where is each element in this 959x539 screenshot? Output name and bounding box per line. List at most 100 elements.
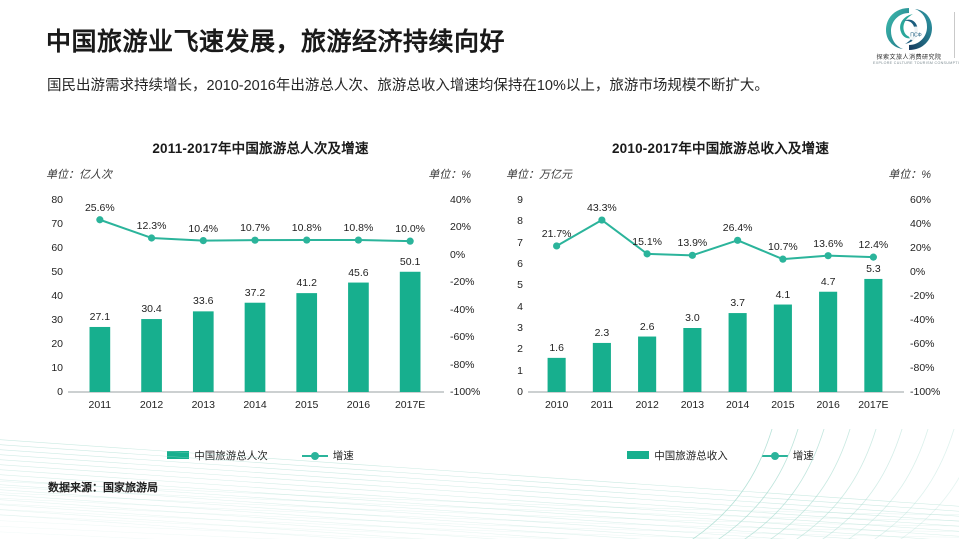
bar-2017E [864, 278, 883, 392]
legend-item-line[interactable]: 增速 [301, 448, 354, 463]
deco-sweep-line [0, 526, 281, 539]
bar-value-label: 3.7 [730, 297, 745, 310]
legend-bar-swatch-icon [167, 451, 190, 459]
bar-2017E [399, 271, 421, 392]
y-axis-left-tick: 80 [51, 194, 63, 206]
y-axis-left-tick: 5 [517, 279, 523, 292]
deco-rising-curve [718, 414, 803, 539]
line-point-2014 [251, 236, 259, 244]
bar-2014 [244, 302, 266, 392]
bar-2011 [89, 326, 111, 392]
y-axis-left-tick: 70 [51, 218, 63, 230]
footer-decoration [0, 414, 959, 539]
line-point-2010 [553, 242, 561, 250]
legend-item-line[interactable]: 增速 [761, 448, 814, 463]
bar-value-label: 45.6 [348, 266, 369, 279]
x-axis-tick: 2011 [88, 399, 112, 411]
bar-2011 [592, 342, 611, 392]
chart-title: 2010-2017年中国旅游总收入及增速 [611, 141, 830, 156]
legend-bar-label: 中国旅游总收入 [654, 449, 728, 462]
x-axis-tick: 2016 [816, 399, 840, 411]
line-point-2016 [354, 236, 363, 244]
deco-sweep-line [0, 509, 765, 539]
x-axis-tick: 2012 [635, 399, 659, 411]
y-axis-left-tick: 7 [517, 236, 523, 249]
growth-line [556, 219, 874, 261]
line-value-label: 26.4% [722, 222, 753, 235]
deco-sweep-line [0, 520, 416, 539]
x-axis-tick: 2013 [680, 399, 705, 411]
y-axis-right-tick: 40% [450, 194, 472, 206]
y-axis-right-tick: 60% [910, 194, 932, 206]
legend-line-label: 增速 [332, 449, 354, 462]
chart-canvas [68, 216, 444, 393]
line-value-label: 10.7% [240, 222, 270, 235]
y-axis-right-tick: 40% [910, 218, 932, 230]
page-title: 中国旅游业飞速发展，旅游经济持续向好 [46, 28, 506, 56]
y-axis-left-tick: 3 [517, 322, 523, 334]
x-axis-tick: 2017E [394, 399, 426, 411]
legend-line-label: 增速 [792, 449, 814, 462]
line-value-label: 12.3% [136, 219, 167, 232]
chart-title: 2011-2017年中国旅游总人次及增速 [152, 141, 369, 156]
bar-2015 [296, 293, 318, 392]
logo-divider [954, 12, 955, 58]
bar-2016 [348, 282, 369, 392]
deco-sweep-line [0, 514, 570, 539]
x-axis-tick: 2017E [858, 399, 889, 411]
line-value-label: 15.1% [632, 235, 663, 248]
deco-rising-curve [796, 414, 881, 539]
y-axis-right-tick: 20% [450, 221, 472, 234]
chart-units: 单位：万亿元 单位：% [498, 166, 943, 186]
line-value-label: 21.7% [541, 227, 572, 240]
legend-item-bar[interactable]: 中国旅游总收入 [627, 448, 728, 463]
x-axis-tick: 2011 [590, 399, 614, 411]
x-axis-tick: 2014 [243, 399, 267, 411]
chart-units: 单位：亿人次 单位：% [38, 166, 483, 186]
bar-2013 [683, 328, 702, 392]
deco-rising-curve [874, 414, 959, 539]
x-axis-tick: 2015 [295, 399, 319, 411]
line-point-2014 [734, 236, 742, 244]
line-point-2012 [147, 234, 156, 242]
line-point-2013 [199, 236, 207, 245]
line-value-label: 10.0% [395, 223, 426, 236]
deco-sweep-line [0, 498, 959, 532]
bar-value-label: 37.2 [244, 286, 266, 299]
x-axis-tick: 2013 [191, 399, 215, 411]
legend-line-swatch-icon [761, 451, 788, 460]
y-axis-left-tick: 40 [51, 290, 63, 302]
plot-area: 9 8 7 6 5 4 3 2 1 0 60% 40% 20% 0% -20% -40% -60% -80% -10… [498, 186, 943, 416]
deco-sweep-line [0, 439, 959, 507]
y-axis-left-tick: 30 [51, 314, 63, 326]
y-axis-left-tick: 60 [51, 242, 63, 254]
y-axis-right-tick: -20% [910, 290, 935, 302]
chart-legend: 中国旅游总收入 增速 [498, 446, 943, 464]
bar-value-label: 50.1 [399, 255, 421, 268]
bar-value-label: 2.3 [594, 326, 610, 339]
deco-rising-curve [900, 476, 959, 539]
bar-2016 [819, 291, 838, 392]
line-value-label: 43.3% [586, 202, 617, 215]
y-axis-left-tick: 0 [57, 386, 63, 398]
bar-2012 [141, 319, 162, 392]
line-value-label: 13.6% [813, 237, 844, 250]
unit-left-label: 单位：万亿元 [506, 169, 572, 181]
deco-rising-curve [848, 414, 933, 539]
source-note: 数据来源：国家旅游局 [48, 482, 158, 494]
line-value-label: 12.4% [858, 239, 889, 252]
line-value-label: 10.4% [188, 222, 219, 235]
bar-value-label: 3.0 [685, 312, 700, 324]
y-axis-left-tick: 20 [51, 338, 63, 350]
y-axis-left-tick: 50 [51, 266, 63, 278]
bar-2014 [728, 313, 747, 392]
x-axis-tick: 2012 [139, 399, 164, 411]
y-axis-left-tick: 4 [517, 300, 523, 313]
x-axis-tick: 2014 [725, 399, 750, 411]
line-value-label: 25.6% [84, 201, 115, 214]
line-point-2011 [96, 216, 104, 224]
line-value-label: 10.7% [767, 241, 798, 254]
deco-sweep-line [0, 503, 959, 538]
